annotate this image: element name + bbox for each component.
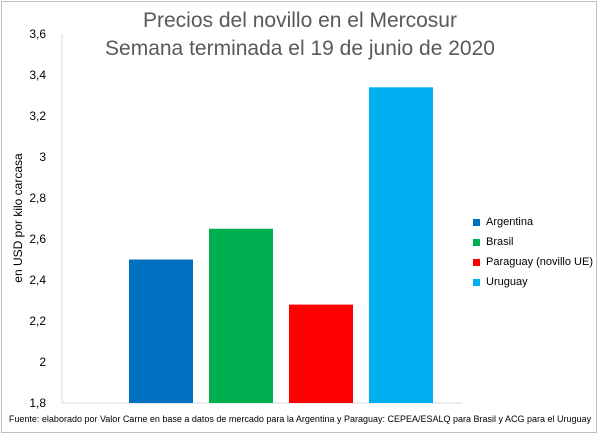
y-tick-label: 2,6: [29, 232, 46, 246]
legend-item-brasil: Brasil: [473, 232, 593, 252]
legend-item-paraguay: Paraguay (novillo UE): [473, 252, 593, 272]
bars: [129, 87, 433, 404]
bar-paraguay: [289, 304, 353, 403]
chart-subtitle: Semana terminada el 19 de junio de 2020: [105, 37, 495, 60]
legend-swatch: [473, 278, 480, 286]
y-tick-label: 3,6: [29, 27, 46, 41]
legend-label: Uruguay: [486, 276, 528, 288]
bar-uruguay: [369, 87, 433, 404]
bar-argentina: [129, 259, 193, 403]
y-tick-label: 3,2: [29, 109, 46, 123]
legend-label: Brasil: [486, 236, 514, 248]
y-tick-label: 2,2: [29, 314, 46, 328]
y-tick-label: 1,8: [29, 396, 46, 410]
y-tick-label: 2,4: [29, 273, 46, 287]
legend-label: Argentina: [486, 216, 534, 228]
legend-swatch: [473, 258, 480, 266]
legend-item-uruguay: Uruguay: [473, 272, 593, 292]
y-tick-label: 2,8: [29, 191, 46, 205]
legend: Argentina Brasil Paraguay (novillo UE) U…: [473, 212, 593, 292]
legend-item-argentina: Argentina: [473, 212, 593, 232]
bar-brasil: [209, 228, 273, 403]
y-axis-ticks: 1,8 2 2,2 2,4 2,6 2,8 3 3,2 3,4 3,6: [29, 27, 46, 410]
source-note: Fuente: elaborado por Valor Carne en bas…: [8, 414, 592, 424]
legend-swatch: [473, 238, 480, 246]
legend-label: Paraguay (novillo UE): [486, 256, 593, 268]
legend-swatch: [473, 218, 480, 226]
chart-title: Precios del novillo en el Mercosur: [143, 9, 457, 32]
y-tick-label: 2: [39, 355, 46, 369]
y-tick-label: 3: [39, 150, 46, 164]
y-tick-label: 3,4: [29, 68, 46, 82]
